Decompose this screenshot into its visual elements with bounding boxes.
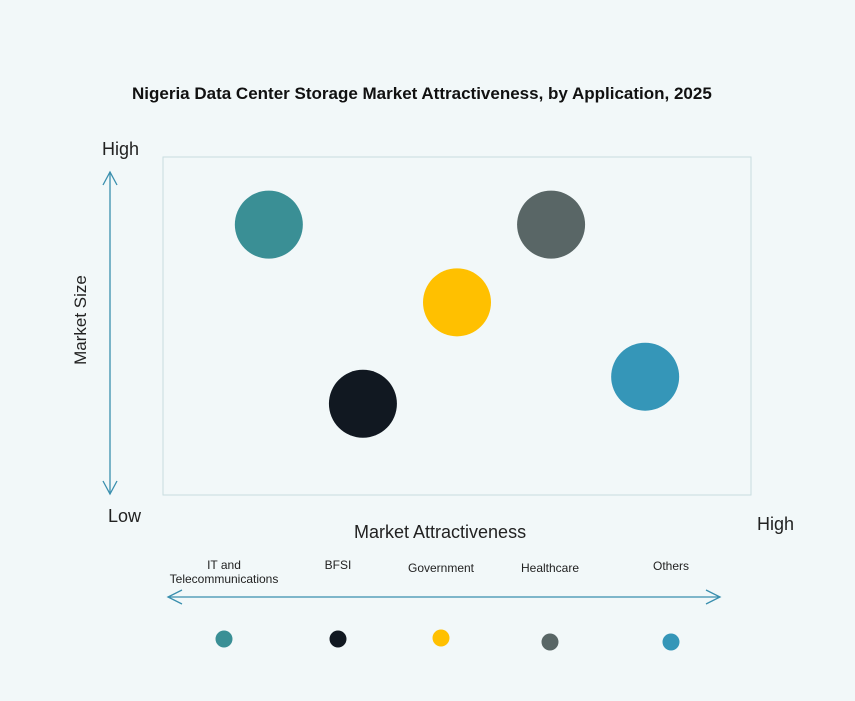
legend-label-it-and-telecommunications: IT and Telecommunications: [144, 558, 304, 586]
x-axis-title: Market Attractiveness: [354, 522, 527, 542]
legend-marker-government: [432, 629, 450, 647]
legend-label-line: BFSI: [324, 558, 352, 572]
bubble-healthcare: [517, 190, 586, 259]
bubble-others: [611, 342, 680, 411]
y-axis-low-label: Low: [108, 506, 142, 526]
legend-marker-healthcare: [541, 633, 559, 651]
legend-label-bfsi: BFSI: [258, 558, 418, 572]
bubble-it-and-telecommunications: [234, 190, 303, 259]
legend-marker-it-and-telecommunications: [215, 630, 233, 648]
y-axis-arrow: [102, 170, 118, 496]
legend-label-healthcare: Healthcare: [470, 561, 630, 575]
legend-marker-bfsi: [329, 630, 347, 648]
legend: [215, 629, 680, 651]
legend-label-line: Healthcare: [520, 561, 580, 575]
bubble-bfsi: [328, 369, 397, 438]
legend-label-line: Telecommunications: [169, 572, 279, 586]
chart-title: Nigeria Data Center Storage Market Attra…: [132, 84, 712, 103]
x-axis-arrow: [166, 589, 722, 605]
x-axis-high-label: High: [757, 514, 795, 534]
legend-label-government: Government: [361, 561, 521, 575]
bubble-series: [234, 190, 680, 438]
legend-label-others: Others: [591, 559, 751, 573]
legend-label-line: Others: [652, 559, 689, 573]
legend-label-line: IT and: [207, 558, 241, 572]
legend-marker-others: [662, 633, 680, 651]
y-axis-high-label: High: [102, 139, 140, 159]
plot-area-border: [162, 156, 752, 496]
legend-label-line: Government: [407, 561, 475, 575]
bubble-government: [423, 268, 491, 337]
